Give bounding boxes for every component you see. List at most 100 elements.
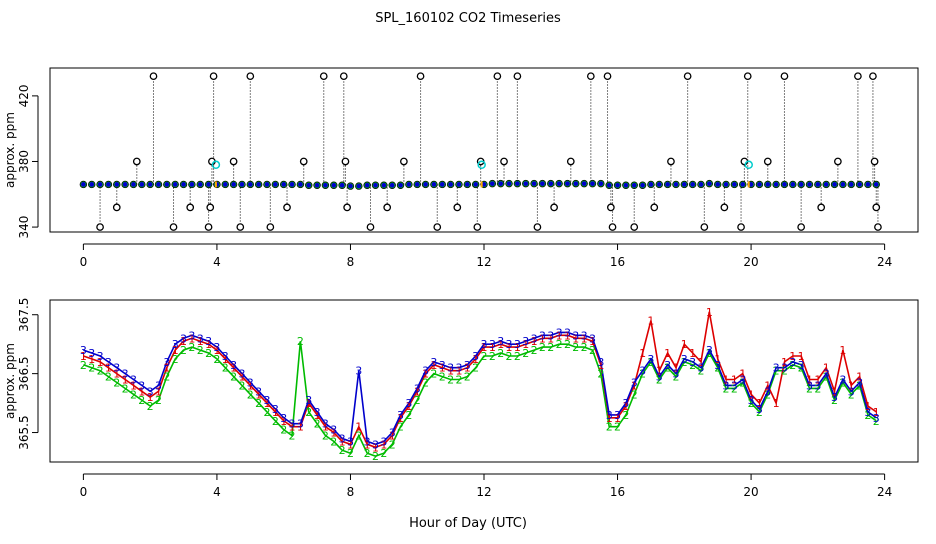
series-3-marker: 3	[330, 424, 337, 437]
series-3-marker: 3	[380, 435, 387, 448]
outlier-point	[149, 72, 158, 81]
series-3-marker: 3	[581, 329, 588, 342]
series-3-marker: 3	[764, 385, 771, 398]
series-2-marker: 2	[481, 350, 488, 363]
series-2-marker: 2	[255, 397, 262, 410]
baseline-point-green	[447, 181, 454, 188]
series-1-marker: 1	[706, 306, 713, 319]
baseline-point-blue	[281, 182, 287, 187]
series-3-marker: 3	[706, 344, 713, 357]
x-tick-label: 24	[877, 485, 892, 499]
baseline-point-blue	[832, 182, 837, 187]
baseline-point-ring	[79, 180, 88, 189]
series-2-marker: 2	[138, 394, 145, 407]
baseline-point-blue	[247, 182, 253, 187]
baseline-point-green	[789, 181, 796, 188]
series-1-marker: 1	[122, 374, 129, 387]
baseline-point-ring	[597, 179, 605, 188]
baseline-point-blue	[823, 182, 829, 187]
baseline-point-blue	[615, 182, 620, 188]
series-3-marker: 3	[614, 409, 621, 422]
series-2-marker: 2	[464, 371, 471, 384]
series-3-marker: 3	[414, 382, 421, 395]
baseline-point-blue	[197, 182, 203, 187]
series-1-marker: 1	[314, 409, 321, 422]
outlier-point	[236, 223, 245, 231]
baseline-point-blue	[656, 182, 662, 187]
series-1-marker: 1	[347, 438, 354, 451]
baseline-point-green	[581, 180, 588, 187]
series-3-marker: 3	[113, 362, 120, 375]
outlier-point	[869, 72, 877, 81]
baseline-point-blue	[297, 182, 303, 187]
outlier-point	[299, 157, 308, 166]
top-marks	[79, 72, 882, 231]
series-3-marker: 3	[172, 338, 179, 351]
outlier-point	[743, 72, 752, 81]
series-2-line	[83, 341, 877, 457]
outlier-point	[870, 157, 879, 166]
series-3-marker: 3	[631, 376, 638, 389]
baseline-point-green	[155, 181, 162, 188]
baseline-point-ring	[179, 180, 188, 189]
series-3-marker: 3	[514, 338, 521, 351]
outlier-point	[737, 223, 745, 231]
series-1-marker: 1	[497, 338, 504, 351]
baseline-point-ring	[547, 179, 555, 188]
series-1-marker: 1	[238, 371, 245, 384]
series-2-marker: 2	[756, 406, 763, 419]
baseline-point-blue	[815, 182, 821, 187]
baseline-point-green	[138, 181, 145, 188]
series-3-marker: 3	[848, 385, 855, 398]
series-2-marker: 2	[698, 365, 705, 378]
series-2-marker: 2	[372, 450, 379, 463]
series-3-marker: 3	[430, 356, 437, 369]
baseline-point-blue	[523, 181, 529, 187]
baseline-point-blue	[573, 181, 579, 187]
series-2-marker: 2	[88, 362, 95, 375]
baseline-point-blue	[373, 182, 378, 188]
baseline-point-blue	[757, 182, 762, 187]
baseline-point-ring	[830, 180, 839, 189]
series-3-marker: 3	[773, 362, 780, 375]
series-3-marker: 3	[280, 412, 287, 425]
series-1-marker: 1	[272, 406, 279, 419]
baseline-point-green	[848, 181, 855, 188]
x-tick-label: 12	[476, 255, 491, 269]
baseline-point-ring	[538, 179, 547, 188]
x-tick-label: 0	[80, 485, 88, 499]
outlier-point	[700, 223, 709, 231]
series-2-marker: 2	[839, 376, 846, 389]
x-axis-label: Hour of Day (UTC)	[409, 516, 527, 531]
series-2-marker: 2	[113, 376, 120, 389]
baseline-point-blue	[264, 182, 270, 187]
baseline-point-green	[188, 181, 195, 188]
baseline-point-blue	[97, 182, 103, 187]
baseline-point-green	[180, 181, 187, 188]
baseline-point-blue	[448, 182, 454, 187]
baseline-point-green	[314, 182, 321, 189]
baseline-point-ring	[496, 179, 505, 188]
baseline-point-blue	[456, 182, 462, 187]
series-1-marker: 1	[481, 341, 488, 354]
baseline-point-ring	[663, 180, 672, 189]
series-3-marker: 3	[756, 403, 763, 416]
baseline-point-blue	[122, 182, 128, 187]
series-2-marker: 2	[798, 362, 805, 375]
baseline-point-blue	[548, 181, 554, 187]
series-2-marker: 2	[213, 353, 220, 366]
series-1-marker: 1	[773, 397, 780, 410]
series-1-marker: 1	[798, 350, 805, 363]
outlier-point	[229, 157, 238, 166]
series-1-marker: 1	[205, 338, 212, 351]
baseline-point-ring	[154, 180, 163, 189]
baseline-point-green	[322, 182, 329, 189]
baseline-point-ring	[380, 181, 388, 189]
baseline-point-green	[522, 180, 529, 187]
baseline-point-ring	[438, 180, 446, 189]
series-1-marker: 1	[188, 332, 195, 345]
baseline-point-green	[873, 181, 880, 188]
series-1-marker: 1	[547, 332, 554, 345]
series-1-marker: 1	[664, 347, 671, 360]
